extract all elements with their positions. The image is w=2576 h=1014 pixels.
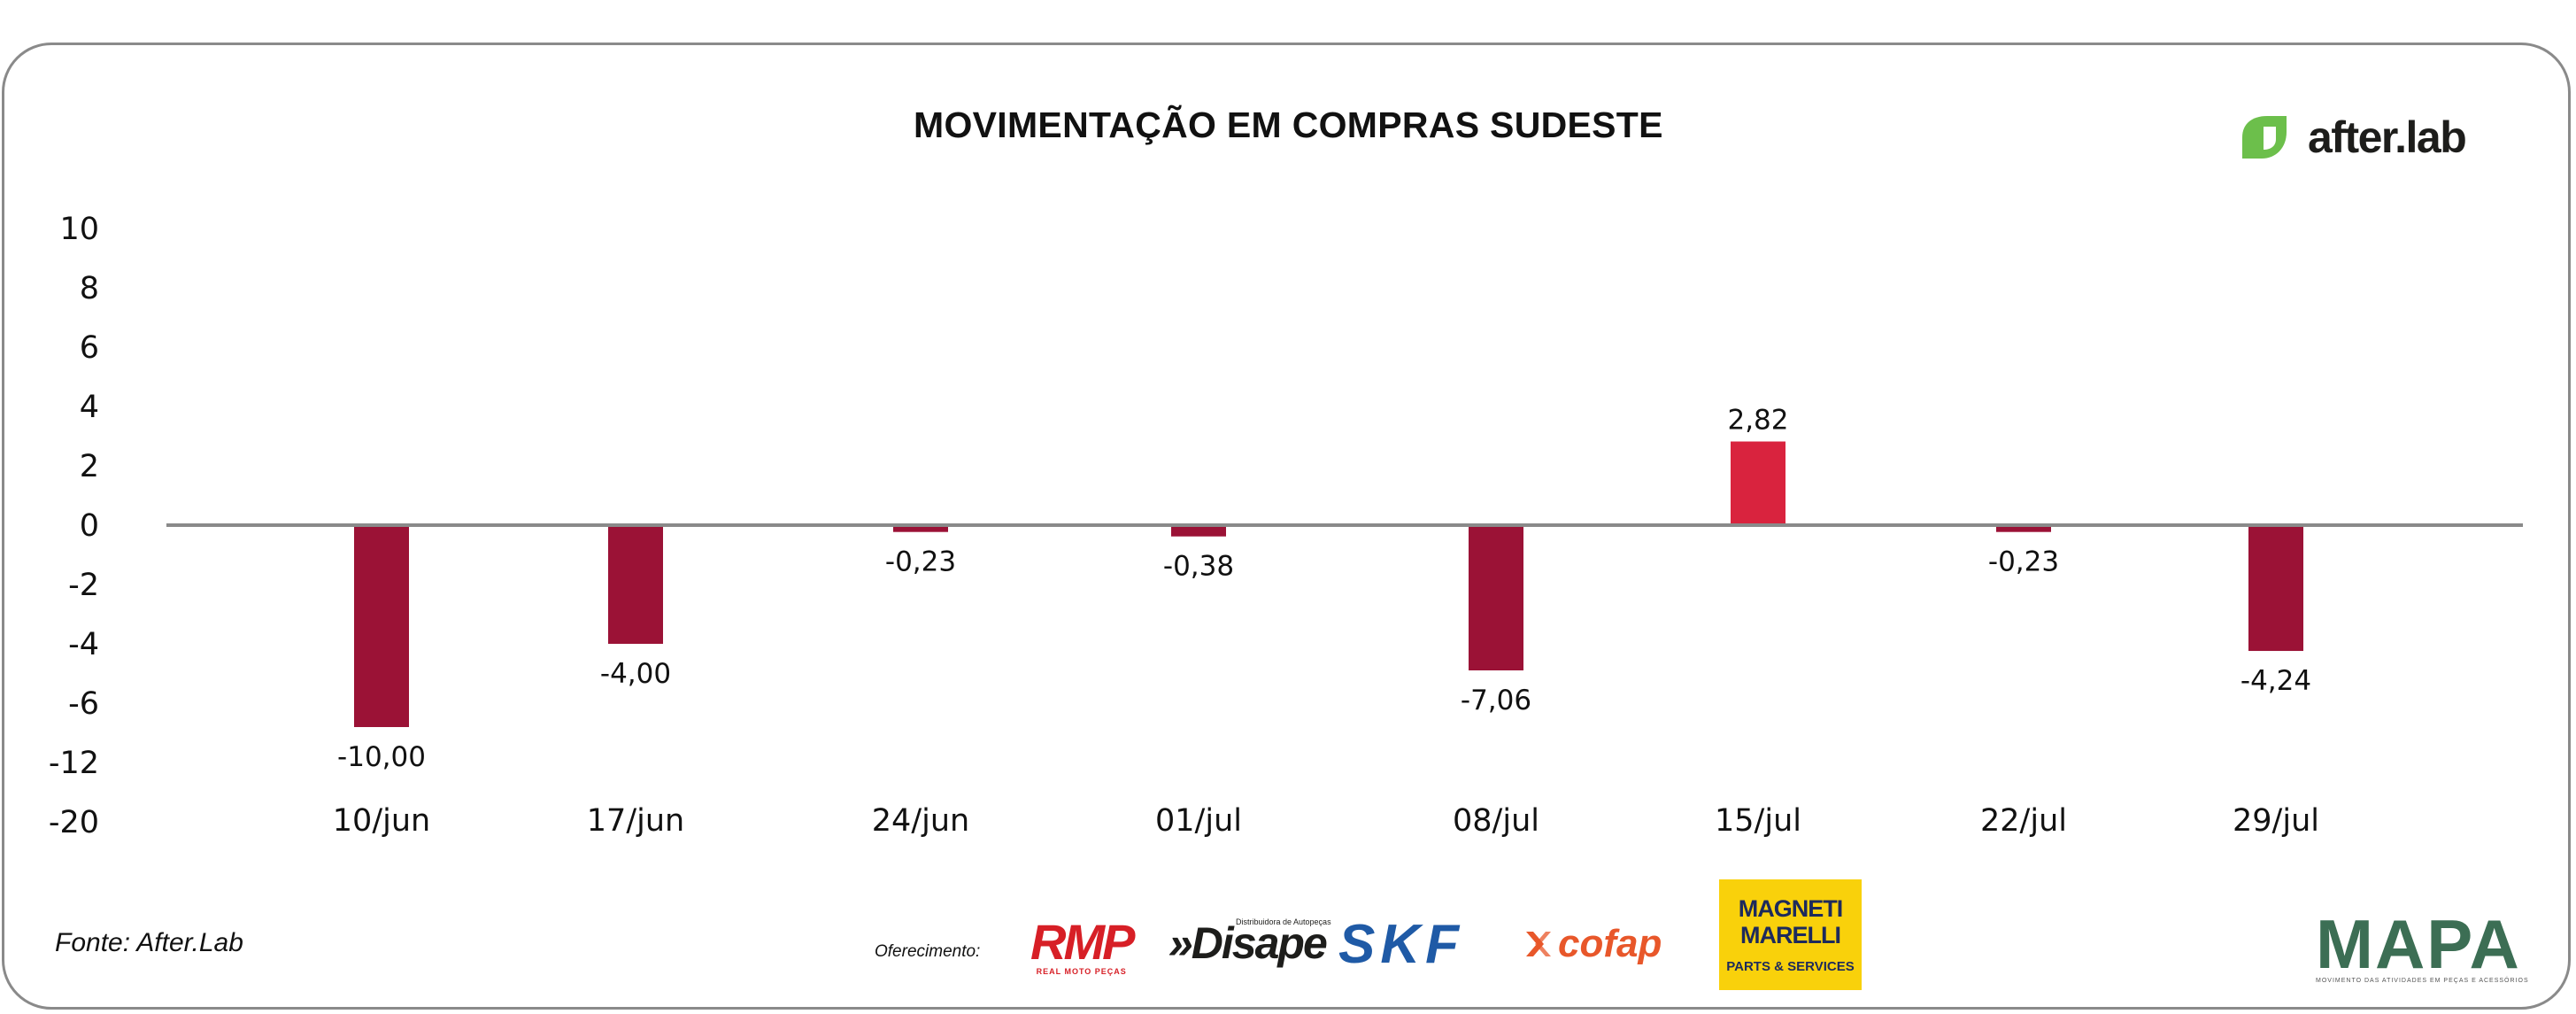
y-tick-label: 10 bbox=[59, 212, 99, 247]
rmp-logo: RMP REAL MOTO PEÇAS bbox=[1030, 914, 1135, 977]
x-tick-label: 10/jun bbox=[333, 803, 430, 839]
sponsor-label: Oferecimento: bbox=[875, 942, 981, 961]
y-tick-label: -6 bbox=[68, 686, 99, 722]
cofap-mark-icon bbox=[1526, 932, 1551, 956]
x-tick-label: 08/jul bbox=[1453, 803, 1539, 839]
magneti-wordmark: MAGNETI MARELLI bbox=[1738, 895, 1844, 948]
bar bbox=[1996, 525, 2051, 532]
bar bbox=[1469, 525, 1523, 670]
x-tick-label: 17/jun bbox=[587, 803, 684, 839]
mapa-tagline: MOVIMENTO DAS ATIVIDADES EM PEÇAS E ACES… bbox=[2316, 978, 2529, 984]
y-tick-label: -4 bbox=[68, 627, 99, 662]
bar bbox=[893, 525, 948, 532]
data-label: -4,24 bbox=[2241, 665, 2311, 697]
bar bbox=[2248, 525, 2303, 652]
y-tick-label: -2 bbox=[68, 568, 99, 603]
rmp-tagline: REAL MOTO PEÇAS bbox=[1036, 967, 1127, 976]
x-tick-label: 29/jul bbox=[2233, 803, 2319, 839]
data-label: -0,23 bbox=[885, 546, 956, 578]
afterlab-leaf-icon bbox=[2242, 116, 2287, 159]
x-tick-label: 22/jul bbox=[1980, 803, 2067, 839]
y-tick-label: 2 bbox=[80, 449, 99, 484]
disape-logo: »Disape Distribuidora de Autopeças bbox=[1168, 912, 1331, 974]
bar bbox=[354, 525, 409, 727]
x-tick-label: 24/jun bbox=[872, 803, 969, 839]
data-label: 2,82 bbox=[1727, 405, 1788, 437]
x-tick-label: 15/jul bbox=[1715, 803, 1801, 839]
y-tick-label: 8 bbox=[80, 271, 99, 306]
data-label: -0,23 bbox=[1988, 546, 2059, 578]
bar bbox=[1171, 525, 1226, 537]
data-label: -7,06 bbox=[1461, 685, 1531, 716]
source-note: Fonte: After.Lab bbox=[55, 928, 243, 957]
afterlab-logo: after.lab bbox=[2235, 108, 2467, 166]
x-tick-label: 01/jul bbox=[1155, 803, 1242, 839]
y-tick-label: 6 bbox=[80, 330, 99, 366]
rmp-wordmark: RMP bbox=[1030, 914, 1135, 970]
y-tick-label: 4 bbox=[80, 390, 99, 425]
mapa-logo: MAPA MOVIMENTO DAS ATIVIDADES EM PEÇAS E… bbox=[2316, 905, 2529, 984]
cofap-logo: cofap bbox=[1523, 917, 1662, 971]
data-label: -10,00 bbox=[337, 741, 426, 773]
chart-title: MOVIMENTAÇÃO EM COMPRAS SUDESTE bbox=[914, 104, 1663, 145]
magneti-marelli-logo: MAGNETI MARELLI PARTS & SERVICES bbox=[1719, 879, 1862, 990]
y-tick-label: -20 bbox=[49, 805, 99, 840]
y-tick-label: 0 bbox=[80, 508, 99, 544]
skf-logo: SKF bbox=[1338, 914, 1464, 975]
bar bbox=[608, 525, 663, 644]
disape-tagline: Distribuidora de Autopeças bbox=[1236, 917, 1331, 926]
disape-wordmark: »Disape bbox=[1168, 918, 1328, 968]
data-label: -0,38 bbox=[1163, 551, 1234, 583]
data-label: -4,00 bbox=[600, 658, 671, 690]
y-tick-label: -12 bbox=[49, 746, 99, 781]
magneti-tagline: PARTS & SERVICES bbox=[1726, 959, 1855, 974]
bar bbox=[1731, 441, 1785, 525]
mapa-wordmark: MAPA bbox=[2316, 905, 2521, 983]
afterlab-wordmark: after.lab bbox=[2308, 112, 2467, 162]
cofap-wordmark: cofap bbox=[1558, 922, 1662, 965]
